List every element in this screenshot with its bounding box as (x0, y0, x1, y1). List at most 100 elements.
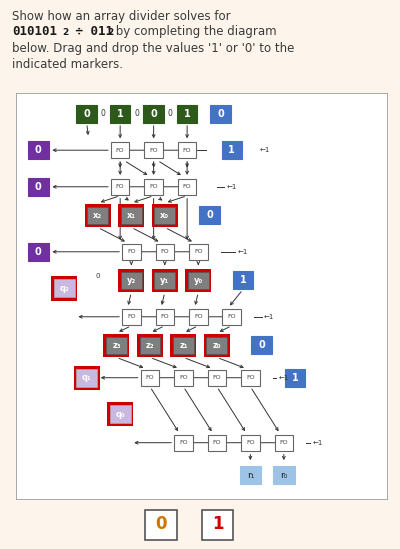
Bar (111, 178, 130, 195)
Text: y₂: y₂ (127, 276, 136, 285)
Text: FO: FO (212, 375, 221, 380)
Bar (241, 369, 260, 386)
Bar (274, 435, 293, 451)
Text: 2: 2 (107, 27, 113, 37)
Bar (199, 206, 220, 225)
Bar (141, 369, 159, 386)
Text: FO: FO (116, 184, 124, 189)
Text: FO: FO (228, 314, 236, 320)
Text: 2: 2 (62, 27, 68, 37)
Bar (156, 309, 174, 325)
Bar (122, 309, 141, 325)
Bar (273, 466, 295, 484)
Bar (122, 244, 141, 260)
Bar (144, 178, 163, 195)
Bar (118, 269, 144, 292)
Text: q₀: q₀ (115, 410, 125, 419)
Text: indicated markers.: indicated markers. (12, 58, 123, 71)
Bar (210, 104, 231, 123)
Bar (189, 244, 208, 260)
Text: FO: FO (160, 249, 169, 254)
Text: 0: 0 (35, 145, 42, 155)
Text: FO: FO (127, 314, 136, 320)
Bar (54, 279, 75, 297)
Text: ←1: ←1 (260, 147, 270, 153)
Bar (154, 272, 175, 289)
Bar (121, 206, 142, 224)
Bar (88, 206, 108, 224)
Text: 0: 0 (101, 109, 106, 118)
Text: FO: FO (116, 148, 124, 153)
Text: ←1: ←1 (238, 249, 248, 255)
Text: 1: 1 (240, 275, 246, 285)
Bar (156, 244, 174, 260)
Bar (174, 435, 193, 451)
Bar (185, 269, 211, 292)
Text: r₀: r₀ (280, 470, 288, 480)
Text: 0: 0 (134, 109, 139, 118)
Text: z₃: z₃ (112, 341, 121, 350)
Bar (233, 271, 253, 289)
Text: 0: 0 (206, 210, 213, 220)
Text: 0: 0 (83, 109, 90, 119)
Bar (28, 243, 48, 261)
Bar (28, 178, 48, 196)
Bar (28, 141, 48, 159)
Bar (152, 204, 178, 227)
Bar (251, 336, 272, 354)
Bar (85, 204, 111, 227)
Bar (240, 466, 261, 484)
Bar (189, 309, 208, 325)
Text: FO: FO (212, 440, 221, 445)
Text: 0: 0 (258, 340, 265, 350)
Bar (104, 334, 130, 357)
Text: x₂: x₂ (93, 211, 102, 220)
Text: ←1: ←1 (264, 314, 274, 320)
Text: FO: FO (179, 440, 188, 445)
Text: FO: FO (280, 440, 288, 445)
Bar (137, 334, 163, 357)
Text: z₂: z₂ (146, 341, 154, 350)
Text: 0: 0 (217, 109, 224, 119)
Bar (76, 104, 97, 123)
Text: 0: 0 (96, 273, 100, 279)
Bar (144, 142, 163, 158)
Bar (110, 405, 130, 423)
Text: 0: 0 (35, 247, 42, 257)
Text: FO: FO (194, 314, 202, 320)
Text: 0: 0 (150, 109, 157, 119)
Text: y₁: y₁ (160, 276, 169, 285)
Bar (173, 337, 194, 354)
Text: 0: 0 (168, 109, 173, 118)
Text: 1: 1 (212, 515, 223, 533)
Bar (206, 337, 227, 354)
Text: Show how an array divider solves for: Show how an array divider solves for (12, 9, 230, 23)
Text: by completing the diagram: by completing the diagram (112, 25, 276, 37)
Text: q₂: q₂ (60, 284, 69, 293)
Bar (202, 509, 234, 540)
Text: y₀: y₀ (194, 276, 203, 285)
Bar (222, 141, 242, 159)
Text: FO: FO (146, 375, 154, 380)
Text: 0: 0 (35, 182, 42, 192)
Bar (146, 509, 177, 540)
Text: x₀: x₀ (160, 211, 169, 220)
Text: 1: 1 (184, 109, 190, 119)
Bar (121, 272, 142, 289)
Text: 1: 1 (292, 373, 298, 383)
Text: ←1: ←1 (279, 375, 289, 380)
Bar (154, 206, 175, 224)
Text: FO: FO (246, 440, 255, 445)
Text: ←1: ←1 (226, 184, 237, 190)
Text: FO: FO (149, 184, 158, 189)
Bar (152, 269, 178, 292)
Bar (74, 366, 100, 390)
Text: FO: FO (127, 249, 136, 254)
Text: FO: FO (149, 148, 158, 153)
Text: z₁: z₁ (179, 341, 188, 350)
Text: ←1: ←1 (312, 440, 322, 446)
Bar (177, 104, 197, 123)
Bar (111, 142, 130, 158)
Bar (285, 368, 305, 387)
Text: q₁: q₁ (82, 373, 92, 382)
